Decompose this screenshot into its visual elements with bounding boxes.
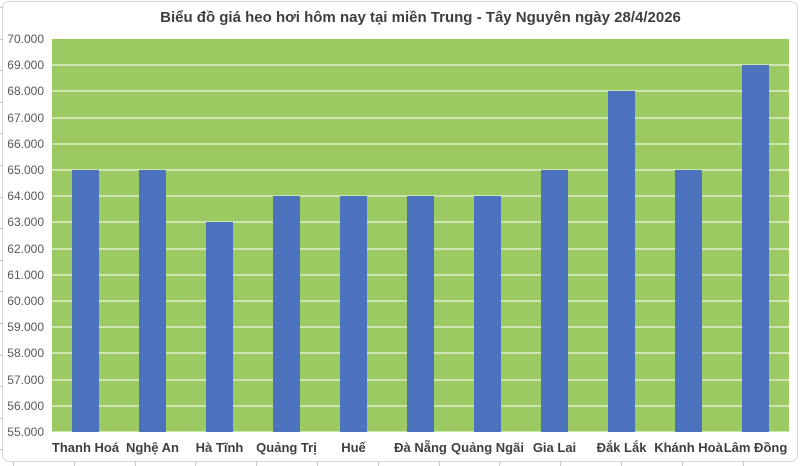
y-tick-label: 67.000 (7, 110, 44, 125)
x-tick-label: Hà Tĩnh (195, 440, 244, 455)
left-edge-tick (0, 38, 3, 40)
x-tick-label: Quảng Ngãi (451, 440, 524, 455)
y-tick-label: 62.000 (7, 241, 44, 256)
bottom-edge-tick (499, 462, 501, 466)
left-edge-tick (0, 417, 3, 419)
bar-11 (742, 65, 769, 432)
x-tick-label: Đà Nẵng (394, 440, 447, 455)
gridline (52, 90, 789, 93)
y-tick-label: 66.000 (7, 136, 44, 151)
gridline (52, 169, 789, 171)
left-edge-tick (0, 386, 3, 388)
bottom-edge-tick (560, 462, 562, 466)
x-tick-label: Đắk Lắk (596, 440, 647, 455)
y-tick-label: 60.000 (7, 294, 44, 308)
y-tick-label: 57.000 (7, 372, 44, 387)
bar-10 (675, 170, 702, 432)
y-tick-label: 61.000 (7, 267, 44, 282)
left-edge-tick (0, 228, 3, 230)
left-edge-tick (0, 165, 3, 166)
x-tick-label: Lâm Đồng (723, 440, 788, 455)
bottom-edge-tick (742, 462, 744, 466)
bottom-edge-tick (195, 462, 197, 466)
gridline (52, 64, 789, 67)
gridline (52, 195, 789, 198)
bottom-edge-tick (134, 462, 136, 466)
bar-9 (608, 91, 635, 432)
bottom-edge-tick (681, 462, 683, 466)
bottom-edge-tick (256, 462, 258, 466)
x-tick-label: Nghệ An (126, 440, 179, 455)
left-edge-tick (0, 133, 3, 135)
chart-title: Biểu đồ giá heo hơi hôm nay tại miền Tru… (160, 9, 681, 26)
bar-3 (206, 222, 233, 432)
bar-1 (72, 170, 99, 432)
bottom-edge-tick (438, 462, 440, 466)
plot-area (52, 39, 789, 433)
y-tick-label: 68.000 (7, 84, 44, 99)
left-edge-tick (0, 449, 3, 451)
left-edge-tick (0, 101, 3, 103)
bar-5 (340, 196, 367, 432)
bar-4 (273, 196, 300, 432)
bottom-edge-tick (317, 462, 318, 466)
bar-2 (139, 170, 166, 432)
x-tick-label: Quảng Trị (256, 440, 317, 455)
bar-8 (541, 170, 568, 432)
bottom-edge-tick (73, 462, 75, 466)
bar-6 (407, 196, 434, 432)
gridline (52, 116, 789, 119)
y-tick-label: 56.000 (7, 398, 44, 413)
left-edge-tick (0, 323, 3, 324)
bottom-edge-tick (377, 462, 379, 466)
left-edge-tick (0, 70, 3, 72)
y-tick-label: 65.000 (7, 163, 44, 177)
left-edge-tick (0, 259, 3, 261)
left-edge-tick (0, 7, 3, 8)
bar-7 (474, 196, 501, 432)
x-tick-label: Khánh Hoà (654, 440, 723, 455)
y-tick-label: 58.000 (7, 346, 44, 361)
gridline (52, 431, 789, 433)
left-edge-tick (0, 354, 3, 356)
y-tick-label: 70.000 (7, 32, 44, 46)
gridline (52, 142, 789, 145)
x-tick-label: Gia Lai (532, 440, 577, 455)
y-tick-label: 59.000 (7, 320, 44, 335)
y-tick-label: 64.000 (7, 189, 44, 204)
x-tick-label: Thanh Hoá (51, 440, 120, 455)
left-edge-tick (0, 291, 3, 293)
y-tick-label: 63.000 (7, 215, 44, 230)
y-tick-label: 69.000 (7, 58, 44, 73)
bottom-edge-tick (621, 462, 622, 466)
y-tick-label: 55.000 (7, 425, 44, 439)
x-tick-label: Huế (341, 440, 366, 455)
left-edge-tick (0, 196, 3, 198)
bottom-edge-tick (13, 462, 14, 466)
